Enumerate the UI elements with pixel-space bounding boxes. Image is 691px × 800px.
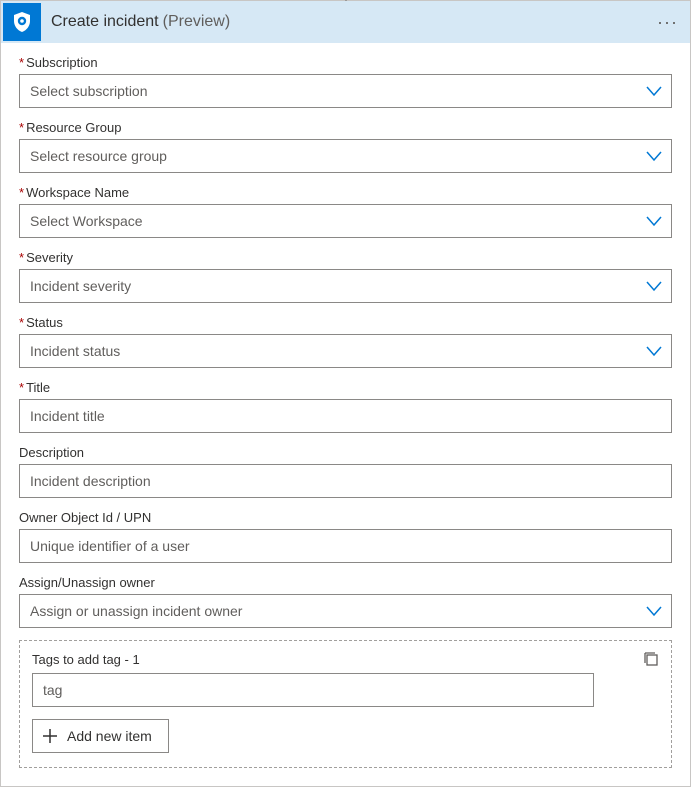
label-workspace-name: *Workspace Name <box>19 185 672 200</box>
tag-input-wrap: tag <box>32 673 659 719</box>
label-owner-id: Owner Object Id / UPN <box>19 510 672 525</box>
select-workspace-name[interactable]: Select Workspace <box>19 204 672 238</box>
field-assign-owner: Assign/Unassign owner Assign or unassign… <box>19 575 672 628</box>
input-description[interactable]: Incident description <box>19 464 672 498</box>
select-assign-owner[interactable]: Assign or unassign incident owner <box>19 594 672 628</box>
select-resource-group[interactable]: Select resource group <box>19 139 672 173</box>
required-asterisk: * <box>19 380 24 395</box>
select-status[interactable]: Incident status <box>19 334 672 368</box>
create-incident-card: Create incident (Preview) ··· *Subscript… <box>0 0 691 787</box>
tags-header: Tags to add tag - 1 <box>32 651 659 667</box>
field-subscription: *Subscription Select subscription <box>19 55 672 108</box>
field-status: *Status Incident status <box>19 315 672 368</box>
switch-array-view-icon[interactable] <box>643 651 659 667</box>
card-body: *Subscription Select subscription *Resou… <box>1 43 690 786</box>
field-workspace-name: *Workspace Name Select Workspace <box>19 185 672 238</box>
label-subscription: *Subscription <box>19 55 672 70</box>
add-new-item-button[interactable]: Add new item <box>32 719 169 753</box>
required-asterisk: * <box>19 185 24 200</box>
label-assign-owner: Assign/Unassign owner <box>19 575 672 590</box>
required-asterisk: * <box>19 250 24 265</box>
input-tag[interactable]: tag <box>32 673 594 707</box>
label-title: *Title <box>19 380 672 395</box>
add-new-item-label: Add new item <box>67 728 152 744</box>
input-owner-id[interactable]: Unique identifier of a user <box>19 529 672 563</box>
input-title[interactable]: Incident title <box>19 399 672 433</box>
sentinel-shield-icon <box>3 3 41 41</box>
select-severity[interactable]: Incident severity <box>19 269 672 303</box>
plus-icon <box>43 729 57 743</box>
card-header: Create incident (Preview) ··· <box>1 1 690 43</box>
required-asterisk: * <box>19 315 24 330</box>
collapse-arrow-icon[interactable] <box>340 0 352 1</box>
label-description: Description <box>19 445 672 460</box>
tags-section: Tags to add tag - 1 tag Add new item <box>19 640 672 768</box>
select-subscription[interactable]: Select subscription <box>19 74 672 108</box>
tags-section-label: Tags to add tag - 1 <box>32 652 140 667</box>
field-severity: *Severity Incident severity <box>19 250 672 303</box>
more-menu-button[interactable]: ··· <box>653 12 682 33</box>
required-asterisk: * <box>19 120 24 135</box>
field-resource-group: *Resource Group Select resource group <box>19 120 672 173</box>
field-description: Description Incident description <box>19 445 672 498</box>
card-title-suffix: (Preview) <box>163 13 231 31</box>
field-owner-id: Owner Object Id / UPN Unique identifier … <box>19 510 672 563</box>
card-title: Create incident <box>51 13 159 31</box>
required-asterisk: * <box>19 55 24 70</box>
label-status: *Status <box>19 315 672 330</box>
label-severity: *Severity <box>19 250 672 265</box>
field-title: *Title Incident title <box>19 380 672 433</box>
label-resource-group: *Resource Group <box>19 120 672 135</box>
